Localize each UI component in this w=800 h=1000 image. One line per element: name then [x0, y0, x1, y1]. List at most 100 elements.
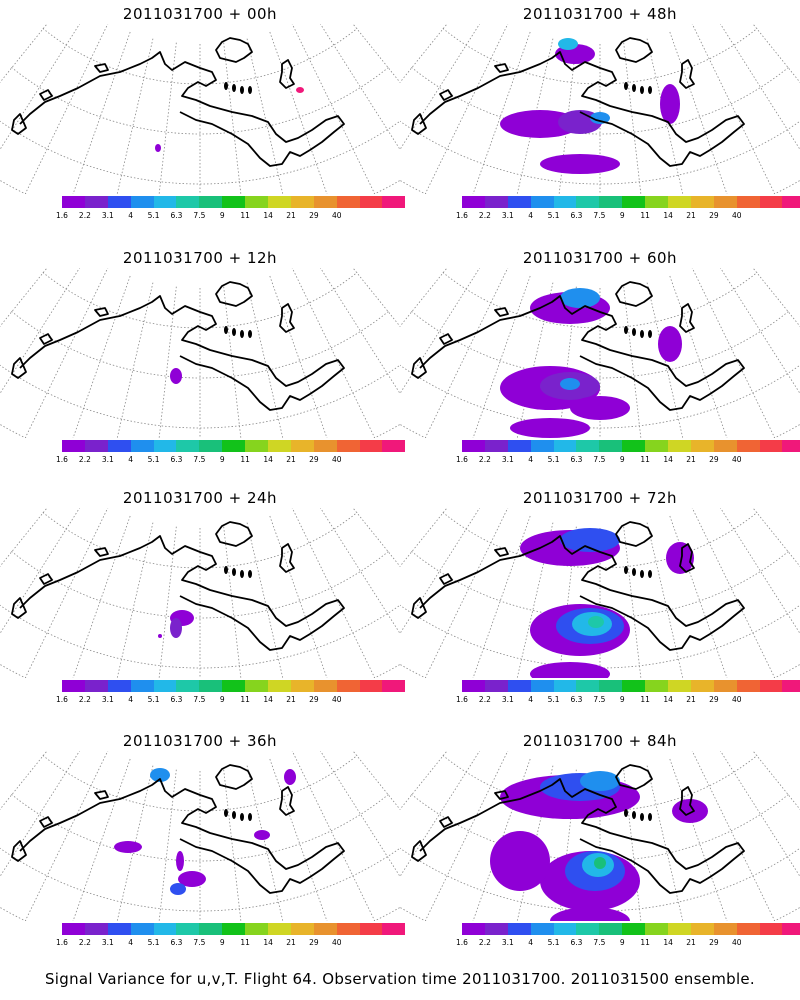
coastline-path [279, 59, 295, 89]
coastline-path [615, 37, 653, 63]
longitude-line [116, 765, 154, 921]
variance-shading [155, 87, 304, 152]
coastline-path [39, 333, 53, 345]
latitude-line [42, 272, 358, 329]
longitude-line [752, 268, 800, 327]
longitude-line [752, 751, 800, 810]
colorbar-tick-label: 21 [286, 211, 296, 220]
colorbar-tick-label: 4 [128, 455, 134, 464]
coastline-path [494, 790, 509, 800]
variance-blob [170, 368, 182, 384]
variance-shading [520, 528, 694, 678]
coastline-path [494, 547, 509, 557]
colorbar-cell [759, 440, 783, 452]
latitude-line [400, 604, 800, 669]
latitude-line [442, 755, 758, 812]
colorbar-cell [245, 923, 269, 935]
variance-blob [170, 618, 182, 638]
colorbar [62, 680, 406, 692]
colorbar-cell [736, 440, 760, 452]
colorbar-cell [153, 923, 177, 935]
variance-shading [500, 288, 682, 438]
colorbar-tick-label: 29 [709, 695, 719, 704]
colorbar-cell [782, 680, 800, 692]
island [624, 566, 628, 574]
latitude-line [0, 423, 400, 438]
colorbar-tick-label: 29 [309, 211, 319, 220]
coastline-path [419, 51, 745, 167]
variance-map [400, 24, 800, 194]
variance-map [0, 268, 400, 438]
colorbar-tick-label: 2.2 [478, 211, 491, 220]
longitude-line [0, 268, 48, 327]
figure-caption: Signal Variance for u,v,T. Flight 64. Ob… [44, 970, 756, 988]
colorbar-cell [313, 680, 337, 692]
coastline-path [419, 778, 745, 894]
colorbar-cell [713, 196, 737, 208]
longitude-line [719, 268, 800, 395]
longitude-line [158, 769, 177, 921]
coastline-path [94, 790, 109, 800]
colorbar-cell [268, 680, 291, 692]
colorbar-tick-label: 11 [240, 455, 250, 464]
colorbar-tick-label: 5.1 [147, 211, 160, 220]
colorbar-tick-label: 5.1 [147, 938, 160, 947]
longitude-line [319, 508, 400, 635]
longitude-line [691, 268, 776, 438]
variance-map [400, 268, 800, 438]
colorbar-cell [553, 680, 577, 692]
island [248, 813, 252, 821]
longitude-line [291, 24, 376, 194]
colorbar-labels: 1.6 2.2 3.1 4 5.1 6.3 7.5 9 11 14 21 29 40 [455, 938, 765, 948]
colorbar-tick-label: 14 [263, 455, 273, 464]
coastlines [411, 37, 745, 167]
variance-blob [570, 396, 630, 420]
map-panel-84h: 2011031700 + 84h 1.6 2.2 3.1 4 5.1 6.3 7.5 9 11 14… [400, 727, 800, 973]
longitude-line [158, 526, 177, 678]
island [648, 813, 652, 821]
map-panel-00h: 2011031700 + 00h 1.6 2.2 3.1 4 5.1 6.3 7.5 9 11 14… [0, 0, 406, 246]
longitude-line [669, 515, 728, 678]
coastline-path [11, 840, 27, 862]
colorbar-cell [268, 923, 291, 935]
colorbar-tick-label: 5.1 [147, 695, 160, 704]
longitude-line [400, 751, 448, 810]
colorbar-cell [245, 196, 269, 208]
colorbar-cell [268, 196, 291, 208]
colorbar-tick-label: 29 [709, 455, 719, 464]
longitude-line [472, 515, 531, 678]
colorbar-cell [382, 196, 406, 208]
panel-title: 2011031700 + 60h [522, 249, 678, 267]
colorbar-cell [782, 196, 800, 208]
colorbar-cell [290, 923, 314, 935]
coastline-path [215, 764, 253, 790]
colorbar-tick-label: 6.3 [170, 938, 183, 947]
longitude-line [669, 275, 728, 438]
map-panel-72h: 2011031700 + 72h 1.6 2.2 3.1 4 5.1 6.3 7.5 9 11 14… [400, 484, 800, 730]
colorbar-cell [130, 680, 154, 692]
map-panel-12h: 2011031700 + 12h 1.6 2.2 3.1 4 5.1 6.3 7.5 9 11 14… [0, 244, 406, 490]
latitude-line [0, 179, 400, 194]
coastline-path [615, 764, 653, 790]
colorbar-cell [668, 440, 691, 452]
colorbar-cell [668, 923, 691, 935]
coastline-path [94, 547, 109, 557]
colorbar-cell [484, 680, 508, 692]
island [624, 809, 628, 817]
colorbar-tick-label: 21 [686, 938, 696, 947]
colorbar-cell [222, 196, 246, 208]
colorbar [62, 440, 406, 452]
latitude-line [0, 604, 400, 669]
coastline-path [279, 543, 295, 573]
longitude-line [319, 751, 400, 878]
colorbar-cell [576, 196, 600, 208]
longitude-line [24, 24, 109, 194]
colorbar-tick-label: 6.3 [570, 211, 583, 220]
graticule [0, 751, 400, 921]
longitude-line [400, 268, 448, 327]
colorbar-cell [176, 440, 200, 452]
variance-shading [158, 610, 194, 638]
colorbar-cell [336, 440, 360, 452]
colorbar-tick-label: 1.6 [56, 695, 68, 704]
colorbar-tick-label: 14 [663, 695, 673, 704]
